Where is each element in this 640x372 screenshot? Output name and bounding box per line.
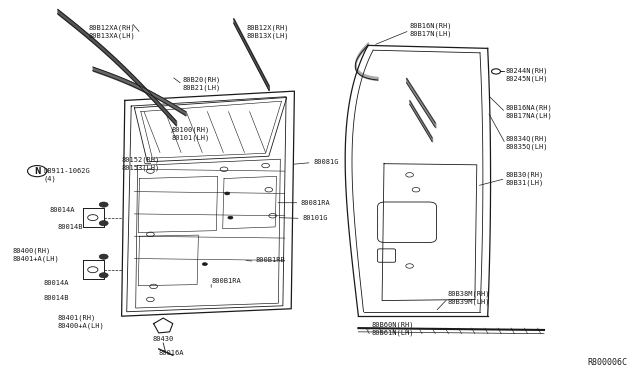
- Text: R800006C: R800006C: [588, 358, 627, 367]
- Text: 80B38M(RH)
80B39M(LH): 80B38M(RH) 80B39M(LH): [448, 291, 490, 305]
- Text: 80100(RH)
80101(LH): 80100(RH) 80101(LH): [172, 127, 210, 141]
- Text: 80B16NA(RH)
80B17NA(LH): 80B16NA(RH) 80B17NA(LH): [506, 105, 552, 119]
- Text: 80B30(RH)
80B31(LH): 80B30(RH) 80B31(LH): [506, 171, 544, 186]
- Text: 80430: 80430: [152, 336, 174, 341]
- Text: 80B16N(RH)
80B17N(LH): 80B16N(RH) 80B17N(LH): [410, 23, 452, 37]
- Text: 80014B: 80014B: [58, 224, 83, 230]
- Circle shape: [99, 221, 108, 226]
- Circle shape: [99, 254, 108, 259]
- Circle shape: [99, 202, 108, 207]
- Text: 80016A: 80016A: [159, 350, 184, 356]
- Text: 80B60N(RH)
80B61N(LH): 80B60N(RH) 80B61N(LH): [371, 322, 413, 336]
- Text: 80014A: 80014A: [44, 280, 69, 286]
- Text: 80B12X(RH)
80B13X(LH): 80B12X(RH) 80B13X(LH): [246, 25, 289, 39]
- Text: 80400(RH)
80401+A(LH): 80400(RH) 80401+A(LH): [13, 248, 60, 262]
- Text: 80834Q(RH)
80835Q(LH): 80834Q(RH) 80835Q(LH): [506, 136, 548, 150]
- Text: DB911-1062G
(4): DB911-1062G (4): [44, 168, 90, 182]
- Text: 80081RA: 80081RA: [301, 200, 330, 206]
- Text: 80244N(RH)
80245N(LH): 80244N(RH) 80245N(LH): [506, 67, 548, 81]
- Circle shape: [225, 192, 230, 195]
- Text: 800B1RA: 800B1RA: [211, 278, 241, 284]
- Text: 800B1RB: 800B1RB: [256, 257, 285, 263]
- Text: N: N: [34, 167, 40, 176]
- Text: 80B20(RH)
80B21(LH): 80B20(RH) 80B21(LH): [182, 77, 221, 91]
- Text: 80014B: 80014B: [44, 295, 69, 301]
- Text: 80152(RH)
80153(LH): 80152(RH) 80153(LH): [122, 157, 160, 171]
- Text: 80081G: 80081G: [314, 159, 339, 165]
- Text: 80401(RH)
80400+A(LH): 80401(RH) 80400+A(LH): [58, 315, 104, 329]
- Text: 80101G: 80101G: [302, 215, 328, 221]
- Circle shape: [228, 216, 233, 219]
- Circle shape: [99, 273, 108, 278]
- Circle shape: [202, 263, 207, 266]
- Text: 80B12XA(RH)
80B13XA(LH): 80B12XA(RH) 80B13XA(LH): [88, 25, 136, 39]
- Text: 80014A: 80014A: [50, 207, 76, 213]
